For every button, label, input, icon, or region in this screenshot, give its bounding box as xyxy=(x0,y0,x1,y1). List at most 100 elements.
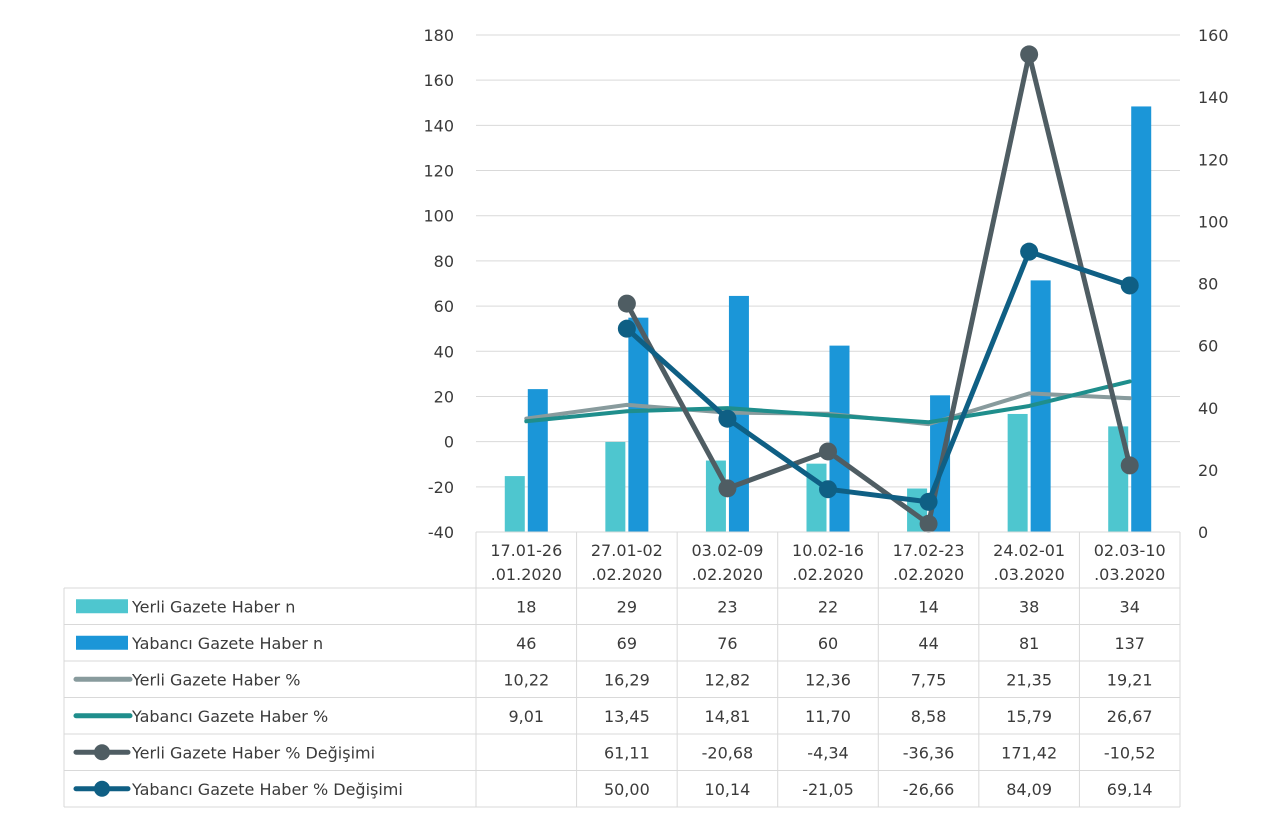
y-right-tick-label: 60 xyxy=(1198,337,1218,356)
legend-label: Yabancı Gazete Haber n xyxy=(131,634,323,653)
y-left-tick-label: 0 xyxy=(444,433,454,452)
y-left-tick-label: 80 xyxy=(434,252,454,271)
legend-key-bar xyxy=(76,635,128,650)
bar xyxy=(605,441,626,532)
table-cell-value: 14,81 xyxy=(705,707,751,726)
table-cell-value: 11,70 xyxy=(805,707,851,726)
legend-label: Yerli Gazete Haber n xyxy=(131,597,295,616)
table-cell-value: 29 xyxy=(617,597,637,616)
series-line xyxy=(624,249,1133,505)
legend-key-marker xyxy=(94,744,110,761)
table-cell-value: 44 xyxy=(918,634,938,653)
y-right-tick-label: 100 xyxy=(1198,212,1229,231)
table-cell-value: -26,66 xyxy=(903,780,955,799)
table-cell-value: -4,34 xyxy=(807,743,848,762)
table-cell-value: 12,36 xyxy=(805,670,851,689)
table-cell-value: 12,82 xyxy=(705,670,751,689)
x-category-label: .02.2020 xyxy=(792,565,863,584)
series-point xyxy=(1120,276,1139,295)
table-cell-value: 50,00 xyxy=(604,780,650,799)
y-left-tick-label: 180 xyxy=(423,26,454,45)
x-category-label: .03.2020 xyxy=(994,565,1065,584)
table-cell-value: 137 xyxy=(1114,634,1145,653)
bar xyxy=(628,317,649,532)
y-right-tick-label: 120 xyxy=(1198,150,1229,169)
y-right-tick-label: 160 xyxy=(1198,26,1229,45)
table-cell-value: 38 xyxy=(1019,597,1039,616)
table-cell-value: 19,21 xyxy=(1107,670,1153,689)
table-cell-value: 34 xyxy=(1120,597,1140,616)
y-left-tick-label: -40 xyxy=(428,523,454,542)
legend-label: Yabancı Gazete Haber % xyxy=(131,707,328,726)
series-point xyxy=(718,409,737,428)
series-line xyxy=(524,379,1132,425)
x-category-label: .01.2020 xyxy=(491,565,562,584)
table-cell-value: 21,35 xyxy=(1006,670,1052,689)
series-point xyxy=(919,514,938,533)
table-cell-value: 15,79 xyxy=(1006,707,1052,726)
x-category-label: .03.2020 xyxy=(1094,565,1165,584)
y-left-tick-label: 20 xyxy=(434,387,454,406)
table-cell-value: 10,22 xyxy=(503,670,549,689)
series-point xyxy=(1020,242,1039,261)
series-point xyxy=(617,294,636,313)
y-left-tick-label: -20 xyxy=(428,478,454,497)
table-cell-value: 81 xyxy=(1019,634,1039,653)
legend-label: Yerli Gazete Haber % xyxy=(131,670,300,689)
x-category-label: .02.2020 xyxy=(591,565,662,584)
bar xyxy=(829,345,850,532)
series-line xyxy=(624,51,1133,527)
table-cell-value: 76 xyxy=(717,634,737,653)
x-category-label: 17.01-26 xyxy=(490,541,562,560)
x-category-label: 17.02-23 xyxy=(893,541,965,560)
y-left-tick-label: 140 xyxy=(423,116,454,135)
table-cell-value: 16,29 xyxy=(604,670,650,689)
table-cell-value: 13,45 xyxy=(604,707,650,726)
y-left-tick-label: 100 xyxy=(423,207,454,226)
y-left-tick-label: 120 xyxy=(423,162,454,181)
x-category-label: .02.2020 xyxy=(692,565,763,584)
x-category-label: 24.02-01 xyxy=(993,541,1065,560)
y-right-tick-label: 20 xyxy=(1198,461,1218,480)
table-cell-value: -36,36 xyxy=(903,743,955,762)
table-cell-value: -20,68 xyxy=(702,743,754,762)
table-cell-value: 60 xyxy=(818,634,838,653)
table-cell-value: 69 xyxy=(617,634,637,653)
x-category-label: 27.01-02 xyxy=(591,541,663,560)
y-left-tick-label: 160 xyxy=(423,71,454,90)
table-cell-value: 18 xyxy=(516,597,536,616)
series-point xyxy=(819,480,837,499)
bar xyxy=(1030,280,1051,532)
series-point xyxy=(718,479,737,498)
table-cell-value: 23 xyxy=(717,597,737,616)
bar xyxy=(806,463,827,532)
y-right-tick-label: 140 xyxy=(1198,88,1229,107)
table-cell-value: 7,75 xyxy=(911,670,947,689)
table-cell-value: -10,52 xyxy=(1104,743,1156,762)
y-left-tick-label: 60 xyxy=(434,297,454,316)
table-cell-value: 46 xyxy=(516,634,536,653)
table-cell-value: 171,42 xyxy=(1001,743,1057,762)
table-cell-value: 69,14 xyxy=(1107,780,1153,799)
bar xyxy=(527,389,548,532)
series-point xyxy=(819,442,837,461)
table-cell-value: 84,09 xyxy=(1006,780,1052,799)
y-right-tick-label: 0 xyxy=(1198,523,1208,542)
table-cell-value: 61,11 xyxy=(604,743,650,762)
series-point xyxy=(1020,45,1039,64)
y-right-tick-label: 40 xyxy=(1198,399,1218,418)
table-cell-value: 8,58 xyxy=(911,707,947,726)
legend-key-bar xyxy=(76,599,128,614)
table-cell-value: 9,01 xyxy=(508,707,544,726)
x-category-label: 10.02-16 xyxy=(792,541,864,560)
y-right-tick-label: 80 xyxy=(1198,275,1218,294)
legend-label: Yerli Gazete Haber % Değişimi xyxy=(131,743,375,762)
series-point xyxy=(1120,456,1139,475)
bar xyxy=(1007,413,1028,532)
table-cell-value: 26,67 xyxy=(1107,707,1153,726)
bar xyxy=(1131,106,1152,532)
table-cell-value: 10,14 xyxy=(705,780,751,799)
table-cell-value: -21,05 xyxy=(802,780,854,799)
